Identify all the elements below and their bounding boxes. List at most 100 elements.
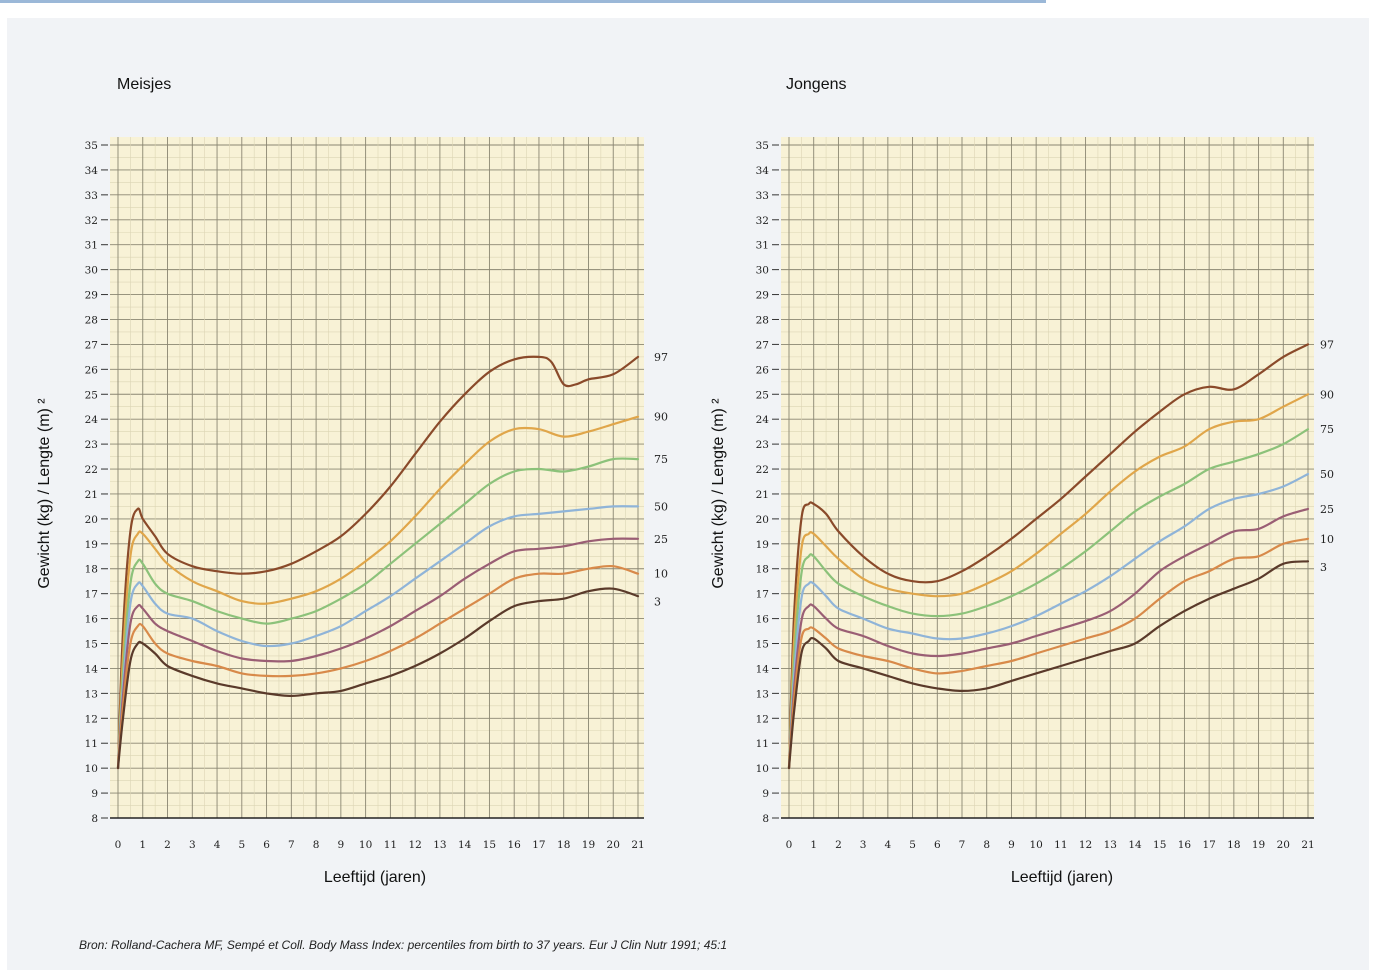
grid <box>781 137 1314 819</box>
percentile-label-p75: 75 <box>1320 423 1334 436</box>
y-tick-label: 10 <box>756 763 769 775</box>
percentile-line-p50 <box>787 472 1310 770</box>
y-tick-label: 8 <box>762 813 769 825</box>
percentile-line-p25 <box>787 507 1310 770</box>
chart-title-girls: Meisjes <box>117 76 172 93</box>
x-tick-label: 9 <box>338 839 345 851</box>
x-tick-label: 10 <box>1029 839 1042 851</box>
y-tick-label: 12 <box>85 713 98 725</box>
y-tick-label: 31 <box>756 240 769 252</box>
top-rule <box>0 0 1046 3</box>
percentile-label-p90: 90 <box>1320 388 1334 401</box>
x-tick-label: 18 <box>557 839 570 851</box>
y-tick-label: 9 <box>91 788 98 800</box>
y-tick-label: 26 <box>756 364 770 376</box>
percentile-line-p75 <box>116 457 640 770</box>
y-tick-label: 35 <box>85 140 98 152</box>
series-group <box>787 343 1310 770</box>
x-tick-label: 9 <box>1008 839 1015 851</box>
y-tick-label: 16 <box>756 614 770 626</box>
y-tick-label: 11 <box>85 738 98 750</box>
x-tick-label: 1 <box>139 839 146 851</box>
plot-area <box>781 137 1314 818</box>
y-tick-label: 24 <box>756 414 770 426</box>
y-tick-label: 10 <box>85 763 98 775</box>
percentile-line-p90 <box>787 393 1310 770</box>
y-tick-label: 23 <box>756 439 769 451</box>
y-tick-label: 13 <box>756 688 769 700</box>
x-tick-label: 2 <box>164 839 171 851</box>
percentile-label-p50: 50 <box>1320 468 1334 481</box>
x-tick-label: 8 <box>313 839 320 851</box>
x-tick-label: 20 <box>607 839 620 851</box>
y-tick-label: 14 <box>756 663 770 675</box>
y-tick-label: 23 <box>85 439 98 451</box>
y-tick-label: 33 <box>85 190 98 202</box>
y-tick-label: 13 <box>85 688 98 700</box>
x-tick-label: 14 <box>1128 839 1142 851</box>
y-tick-label: 30 <box>85 265 98 277</box>
x-tick-label: 0 <box>786 839 793 851</box>
percentile-line-p50 <box>116 505 640 770</box>
y-tick-label: 20 <box>756 514 769 526</box>
y-tick-label: 24 <box>85 414 99 426</box>
y-tick-label: 21 <box>756 489 769 501</box>
x-axis-label: Leeftijd (jaren) <box>1011 869 1113 886</box>
y-tick-label: 27 <box>85 339 98 351</box>
x-tick-label: 17 <box>1202 839 1215 851</box>
percentile-line-p3 <box>116 587 640 770</box>
percentile-line-p10 <box>116 564 640 770</box>
x-tick-label: 1 <box>810 839 817 851</box>
y-tick-label: 29 <box>756 290 769 302</box>
y-axis-label: Gewicht (kg) / Lengte (m) ² <box>36 398 53 589</box>
x-tick-label: 12 <box>408 839 421 851</box>
x-tick-label: 2 <box>835 839 842 851</box>
y-tick-label: 9 <box>762 788 769 800</box>
y-tick-label: 18 <box>85 564 98 576</box>
x-tick-label: 20 <box>1277 839 1290 851</box>
x-tick-label: 16 <box>1178 839 1192 851</box>
y-tick-label: 25 <box>756 389 769 401</box>
y-axis-label: Gewicht (kg) / Lengte (m) ² <box>710 398 727 589</box>
x-tick-label: 18 <box>1227 839 1240 851</box>
percentile-label-p50: 50 <box>654 500 668 513</box>
y-tick-label: 32 <box>85 215 98 227</box>
y-tick-label: 32 <box>756 215 769 227</box>
x-tick-label: 19 <box>582 839 595 851</box>
x-axis-label: Leeftijd (jaren) <box>324 869 426 886</box>
y-tick-label: 33 <box>756 190 769 202</box>
percentile-line-p25 <box>116 537 640 770</box>
y-tick-label: 35 <box>756 140 769 152</box>
x-tick-label: 7 <box>959 839 966 851</box>
percentile-label-p3: 3 <box>654 596 661 609</box>
x-tick-label: 10 <box>359 839 372 851</box>
x-tick-label: 19 <box>1252 839 1265 851</box>
x-tick-label: 5 <box>238 839 245 851</box>
source-citation: Bron: Rolland-Cachera MF, Sempé et Coll.… <box>79 938 728 952</box>
x-tick-label: 7 <box>288 839 295 851</box>
x-tick-label: 21 <box>631 839 644 851</box>
x-tick-label: 4 <box>885 839 892 851</box>
y-tick-label: 8 <box>91 813 98 825</box>
x-tick-label: 0 <box>115 839 122 851</box>
percentile-label-p10: 10 <box>1320 533 1334 546</box>
x-tick-label: 21 <box>1301 839 1314 851</box>
y-tick-label: 22 <box>756 464 769 476</box>
y-tick-label: 19 <box>85 539 98 551</box>
x-tick-label: 11 <box>384 839 397 851</box>
x-tick-label: 17 <box>532 839 545 851</box>
x-tick-label: 6 <box>263 839 270 851</box>
percentile-line-p97 <box>116 355 640 770</box>
y-tick-label: 19 <box>756 539 769 551</box>
percentile-label-p90: 90 <box>654 411 668 424</box>
x-tick-label: 13 <box>1104 839 1117 851</box>
percentile-label-p97: 97 <box>1320 338 1334 351</box>
percentile-label-p3: 3 <box>1320 561 1327 574</box>
x-tick-label: 14 <box>458 839 472 851</box>
chart-title-boys: Jongens <box>786 76 847 93</box>
y-tick-label: 17 <box>85 589 98 601</box>
y-tick-label: 11 <box>756 738 769 750</box>
y-tick-label: 34 <box>85 165 99 177</box>
